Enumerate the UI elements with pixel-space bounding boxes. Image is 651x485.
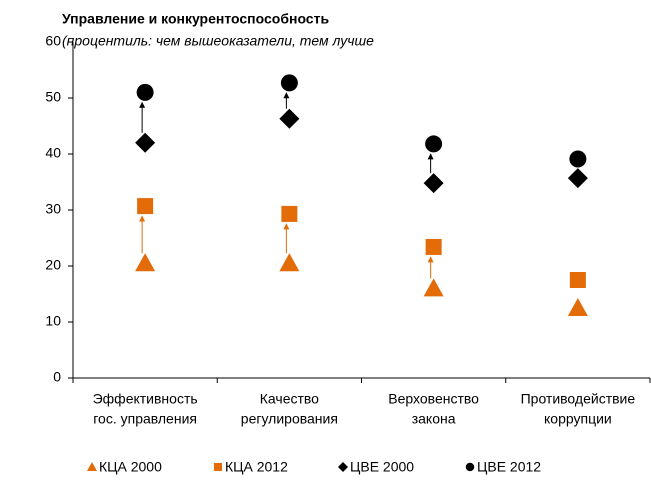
- x-tick-label: гос. управления: [93, 411, 197, 427]
- marker-diamond: [567, 168, 588, 189]
- marker-triangle: [423, 278, 444, 297]
- y-tick-label: 20: [45, 257, 61, 273]
- legend-label: КЦА 2012: [225, 459, 288, 475]
- y-tick-label: 0: [53, 369, 61, 385]
- x-tick-label: Эффективность: [93, 391, 198, 407]
- y-tick-label: 40: [45, 145, 61, 161]
- marker-square: [137, 198, 154, 215]
- marker-square: [569, 272, 586, 288]
- y-tick-label: 30: [45, 201, 61, 217]
- marker-triangle: [567, 298, 588, 316]
- marker-diamond: [279, 108, 300, 129]
- marker-triangle: [87, 462, 97, 471]
- marker-circle: [465, 462, 475, 472]
- marker-square: [281, 205, 298, 222]
- y-tick-label: 50: [45, 89, 61, 105]
- legend-label: КЦА 2000: [99, 459, 162, 475]
- marker-circle: [136, 83, 154, 101]
- marker-square: [214, 463, 222, 471]
- x-tick-label: регулирования: [241, 411, 338, 427]
- y-tick-label: 10: [45, 313, 61, 329]
- marker-diamond: [423, 173, 444, 194]
- marker-triangle: [135, 253, 156, 272]
- legend-label: ЦВЕ 2012: [477, 459, 541, 475]
- marker-diamond: [135, 132, 156, 153]
- marker-diamond: [338, 462, 348, 472]
- marker-circle: [280, 74, 298, 92]
- chart-subtitle: (процентиль: чем вышеоказатели, тем лучш…: [62, 33, 374, 49]
- x-tick-label: Верховенство: [388, 391, 479, 407]
- legend-label: ЦВЕ 2000: [350, 459, 414, 475]
- x-tick-label: Противодействие: [521, 391, 636, 407]
- marker-triangle: [279, 253, 300, 272]
- x-tick-label: закона: [412, 411, 456, 427]
- x-tick-label: коррупции: [544, 411, 612, 427]
- x-tick-label: Качество: [260, 391, 319, 407]
- marker-square: [425, 238, 442, 255]
- marker-circle: [425, 135, 443, 153]
- y-tick-label: 60: [45, 33, 61, 49]
- chart-title: Управление и конкурентоспособность: [62, 11, 329, 27]
- marker-circle: [569, 150, 587, 168]
